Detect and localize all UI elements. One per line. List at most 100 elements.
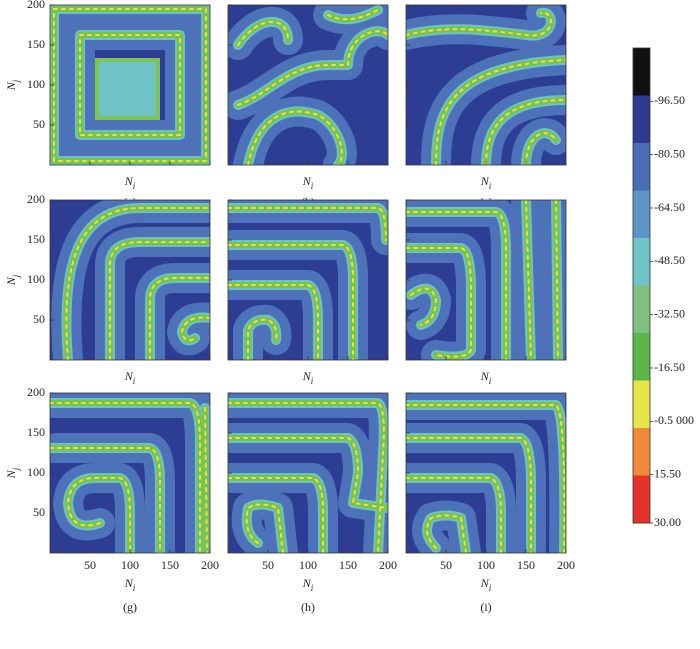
y-tick-label: 50 [33, 312, 45, 326]
colorbar-frame [632, 47, 651, 524]
x-label-main: N [124, 369, 134, 383]
panel-caption: (h) [301, 600, 315, 614]
panel-caption: (g) [123, 600, 137, 614]
x-label-sub: i [311, 583, 314, 593]
x-tick-label: 50 [84, 558, 96, 572]
front-core [406, 200, 559, 360]
colorbar-band [633, 380, 650, 429]
y-tick-label: 200 [27, 385, 45, 399]
x-axis-label: Ni [480, 174, 492, 191]
x-tick-label: 150 [161, 558, 179, 572]
x-label-sub: i [311, 376, 314, 386]
front-core [53, 8, 207, 162]
colorbar-band [633, 190, 650, 239]
panel: Ni(f) [405, 199, 567, 404]
y-tick-label: 100 [27, 465, 45, 479]
x-label-sub: i [311, 181, 314, 191]
x-tick-label: 150 [339, 558, 357, 572]
x-axis-label: Ni [302, 576, 314, 593]
colorbar-band [633, 285, 650, 334]
x-tick-label: 100 [299, 558, 317, 572]
colorbar-band [633, 475, 650, 524]
y-label-sub: j [11, 79, 21, 83]
x-tick-label: 200 [557, 558, 575, 572]
x-axis-label: Ni [480, 576, 492, 593]
colorbar-label: -96.50 [654, 93, 685, 107]
colorbar-band [633, 143, 650, 191]
x-tick-label: 50 [440, 558, 452, 572]
y-tick-label: 100 [27, 272, 45, 286]
x-label-sub: i [133, 583, 136, 593]
x-axis-label: Ni [302, 174, 314, 191]
contour-image [228, 393, 388, 553]
colorbar-label: -64.50 [654, 200, 685, 214]
front-core [406, 404, 566, 553]
x-tick-label: 200 [379, 558, 397, 572]
x-label-main: N [302, 174, 312, 188]
y-tick-label: 150 [27, 37, 45, 51]
x-tick-label: 150 [517, 558, 535, 572]
x-label-main: N [302, 576, 312, 590]
x-label-sub: i [489, 181, 492, 191]
x-label-sub: i [133, 181, 136, 191]
contour-image [406, 5, 566, 165]
panel: 50 100 150 200 Ni (i) [405, 392, 575, 614]
front-core [237, 9, 388, 165]
y-axis-label: Nj [4, 467, 21, 479]
y-axis-label: Nj [4, 274, 21, 286]
x-label-main: N [302, 369, 312, 383]
y-tick-label: 200 [27, 0, 45, 11]
colorbar-band [633, 238, 650, 286]
square [95, 58, 160, 120]
front-core [228, 207, 387, 360]
colorbar-band [633, 48, 650, 96]
x-axis-label: Ni [124, 174, 136, 191]
y-label-main: N [4, 81, 18, 91]
x-axis-label: Ni [302, 369, 314, 386]
x-label-main: N [124, 576, 134, 590]
contour-image [406, 200, 566, 360]
panel: Ni(e) [227, 199, 389, 404]
contour-image [50, 5, 210, 165]
x-axis-label: Ni [480, 369, 492, 386]
panel: Ni(b) [227, 4, 389, 209]
y-tick-label: 50 [33, 505, 45, 519]
y-label-main: N [4, 469, 18, 479]
y-label-sub: j [11, 274, 21, 278]
colorbar-label: 30.00 [654, 515, 681, 529]
colorbar-label: -32.50 [654, 306, 685, 320]
x-label-sub: i [489, 376, 492, 386]
x-label-main: N [480, 174, 490, 188]
front-core [50, 402, 208, 553]
x-label-sub: i [133, 376, 136, 386]
x-axis-label: Ni [124, 369, 136, 386]
x-label-main: N [480, 369, 490, 383]
y-label-sub: j [11, 467, 21, 471]
x-label-main: N [480, 576, 490, 590]
panel: 50 100 150 200 Ni (h) [227, 392, 397, 614]
front-core [65, 207, 210, 360]
x-tick-label: 100 [477, 558, 495, 572]
front-core [406, 11, 566, 165]
panel: Ni(c) [405, 4, 567, 209]
y-tick-label: 100 [27, 77, 45, 91]
x-tick-label: 200 [201, 558, 219, 572]
x-axis-label: Ni [124, 576, 136, 593]
y-axis-label: Nj [4, 79, 21, 91]
colorbar-label: -80.50 [654, 146, 685, 160]
y-tick-label: 150 [27, 232, 45, 246]
colorbar-band [633, 428, 650, 476]
x-tick-label: 50 [262, 558, 274, 572]
contour-image [228, 200, 388, 360]
y-tick-label: 50 [33, 117, 45, 131]
contour-image [406, 393, 566, 553]
colorbar-label: -48.50 [654, 253, 685, 267]
colorbar-label: -0.5 000 [654, 413, 694, 427]
x-tick-label: 100 [121, 558, 139, 572]
contour-image [50, 393, 210, 553]
colorbar-band [633, 95, 650, 144]
